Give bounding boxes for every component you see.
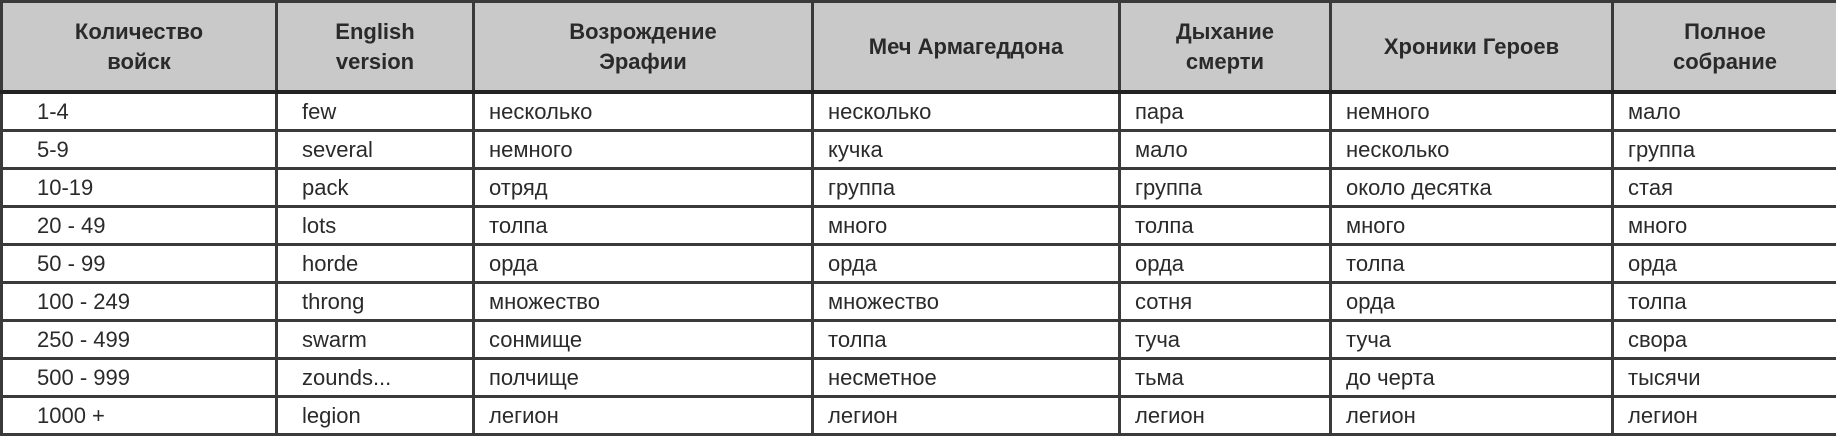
- table-cell: орда: [1120, 245, 1331, 283]
- table-cell: группа: [1613, 131, 1836, 169]
- table-cell: толпа: [1613, 283, 1836, 321]
- table-cell: толпа: [813, 321, 1120, 359]
- column-header-line: version: [336, 49, 414, 74]
- table-cell: 5-9: [2, 131, 277, 169]
- table-cell: легион: [1120, 397, 1331, 435]
- column-header: Дыхание смерти: [1120, 2, 1331, 93]
- column-header: Возрождение Эрафии: [474, 2, 813, 93]
- table-cell: толпа: [1331, 245, 1613, 283]
- table-cell: swarm: [277, 321, 474, 359]
- column-header: Количество войск: [2, 2, 277, 93]
- table-cell: 500 - 999: [2, 359, 277, 397]
- column-header: Меч Армагеддона: [813, 2, 1120, 93]
- table-cell: легион: [1613, 397, 1836, 435]
- table-cell: орда: [1613, 245, 1836, 283]
- column-header-line: Возрождение: [569, 19, 716, 44]
- table-cell: до черта: [1331, 359, 1613, 397]
- table-cell: 100 - 249: [2, 283, 277, 321]
- table-cell: pack: [277, 169, 474, 207]
- table-cell: тысячи: [1613, 359, 1836, 397]
- table-cell: 20 - 49: [2, 207, 277, 245]
- column-header-line: Хроники Героев: [1384, 34, 1559, 59]
- table-cell: орда: [813, 245, 1120, 283]
- table-cell: несколько: [474, 92, 813, 131]
- table-cell: орда: [1331, 283, 1613, 321]
- column-header: Полное собрание: [1613, 2, 1836, 93]
- column-header-line: English: [335, 19, 414, 44]
- table-cell: пара: [1120, 92, 1331, 131]
- table-cell: туча: [1331, 321, 1613, 359]
- table-cell: legion: [277, 397, 474, 435]
- table-cell: сонмище: [474, 321, 813, 359]
- table-cell: horde: [277, 245, 474, 283]
- table-cell: около десятка: [1331, 169, 1613, 207]
- table-cell: сотня: [1120, 283, 1331, 321]
- table-cell: стая: [1613, 169, 1836, 207]
- column-header: Хроники Героев: [1331, 2, 1613, 93]
- table-cell: several: [277, 131, 474, 169]
- column-header-line: Меч Армагеддона: [869, 34, 1063, 59]
- table-cell: много: [1613, 207, 1836, 245]
- table-cell: легион: [474, 397, 813, 435]
- table-cell: 1000 +: [2, 397, 277, 435]
- table-cell: отряд: [474, 169, 813, 207]
- table-cell: несколько: [813, 92, 1120, 131]
- column-header-line: собрание: [1673, 49, 1777, 74]
- table-cell: 1-4: [2, 92, 277, 131]
- table-cell: группа: [813, 169, 1120, 207]
- table-cell: few: [277, 92, 474, 131]
- table-cell: несколько: [1331, 131, 1613, 169]
- table-cell: легион: [813, 397, 1120, 435]
- column-header-line: Дыхание: [1176, 19, 1274, 44]
- table-cell: немного: [474, 131, 813, 169]
- table-cell: свора: [1613, 321, 1836, 359]
- table-cell: 50 - 99: [2, 245, 277, 283]
- table-cell: туча: [1120, 321, 1331, 359]
- column-header-line: Эрафии: [599, 49, 687, 74]
- table-cell: lots: [277, 207, 474, 245]
- table-cell: тьма: [1120, 359, 1331, 397]
- table-cell: мало: [1120, 131, 1331, 169]
- table-cell: zounds...: [277, 359, 474, 397]
- table-cell: полчище: [474, 359, 813, 397]
- table-cell: много: [813, 207, 1120, 245]
- table-cell: 10-19: [2, 169, 277, 207]
- column-header-line: войск: [107, 49, 170, 74]
- column-header: English version: [277, 2, 474, 93]
- table-cell: несметное: [813, 359, 1120, 397]
- table-cell: много: [1331, 207, 1613, 245]
- table-cell: кучка: [813, 131, 1120, 169]
- header-row: Количество войск English version Возрождение…: [2, 2, 1836, 93]
- column-header-line: смерти: [1186, 49, 1264, 74]
- table-cell: throng: [277, 283, 474, 321]
- table-cell: мало: [1613, 92, 1836, 131]
- table-cell: орда: [474, 245, 813, 283]
- table-cell: легион: [1331, 397, 1613, 435]
- column-header-line: Полное: [1684, 19, 1766, 44]
- column-header-line: Количество: [75, 19, 203, 44]
- table-cell: множество: [813, 283, 1120, 321]
- table-cell: толпа: [1120, 207, 1331, 245]
- table-cell: немного: [1331, 92, 1613, 131]
- table-cell: 250 - 499: [2, 321, 277, 359]
- table-cell: группа: [1120, 169, 1331, 207]
- table-cell: множество: [474, 283, 813, 321]
- table-cell: толпа: [474, 207, 813, 245]
